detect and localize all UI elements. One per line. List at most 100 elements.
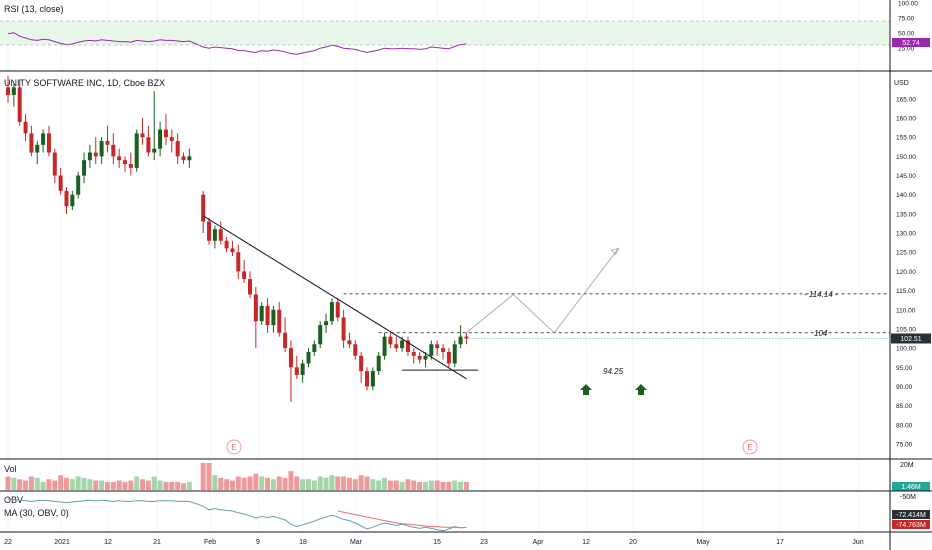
price-tick-11: 115.00 bbox=[896, 288, 916, 295]
volume-bar-8 bbox=[52, 480, 58, 490]
time-label-14: 17 bbox=[776, 539, 784, 546]
candle-body-19 bbox=[117, 156, 122, 161]
time-label-1: 2021 bbox=[54, 539, 70, 546]
rsi-band bbox=[0, 21, 890, 45]
volume-pane[interactable]: Vol 20M 1.46M bbox=[4, 462, 930, 491]
candle-body-15 bbox=[93, 152, 98, 157]
obv-ma-line bbox=[337, 510, 467, 529]
volume-bar-42 bbox=[259, 476, 265, 490]
price-tick-1: 165.00 bbox=[896, 96, 916, 103]
candles bbox=[6, 75, 469, 402]
rsi-pane[interactable]: RSI (13, close) 100.00 75.00 50.00 25.0052.… bbox=[0, 1, 930, 55]
price-tick-5: 145.00 bbox=[896, 173, 916, 180]
volume-bar-30 bbox=[181, 483, 186, 490]
candle-body-7 bbox=[46, 133, 51, 153]
candle-body-8 bbox=[52, 152, 57, 176]
volume-bar-24 bbox=[145, 480, 151, 490]
volume-bar-20 bbox=[122, 481, 128, 490]
volume-bar-46 bbox=[282, 477, 288, 490]
volume-bar-37 bbox=[229, 480, 235, 490]
volume-bar-28 bbox=[169, 481, 175, 490]
volume-bar-62 bbox=[376, 480, 382, 490]
candle-body-38 bbox=[236, 252, 241, 272]
volume-bar-21 bbox=[128, 480, 134, 490]
candle-body-21 bbox=[128, 164, 133, 168]
candle-body-67 bbox=[405, 340, 410, 352]
candle-body-44 bbox=[271, 309, 276, 326]
volume-bar-7 bbox=[46, 479, 52, 490]
earnings-marker-label-0: E bbox=[231, 443, 236, 452]
price-tick-13: 105.00 bbox=[896, 326, 916, 333]
obv-ma-tag-text: -74.763M bbox=[896, 522, 926, 529]
volume-tag: 1.46M bbox=[892, 482, 930, 491]
time-label-0: 22 bbox=[4, 539, 12, 546]
candle-body-66 bbox=[400, 340, 405, 349]
volume-bar-26 bbox=[157, 480, 163, 490]
candle-body-1 bbox=[11, 87, 16, 96]
support-label: 94.25 bbox=[603, 367, 624, 376]
candle-body-59 bbox=[359, 355, 364, 372]
volume-bar-55 bbox=[335, 476, 341, 490]
volume-bar-31 bbox=[186, 481, 192, 490]
volume-bar-75 bbox=[452, 480, 458, 490]
volume-bar-33 bbox=[206, 463, 212, 490]
volume-bar-39 bbox=[241, 477, 247, 490]
volume-bar-77 bbox=[463, 481, 469, 490]
time-label-2: 12 bbox=[104, 539, 112, 546]
volume-bar-22 bbox=[134, 476, 140, 490]
volume-bar-44 bbox=[270, 479, 276, 490]
obv-tag-bg bbox=[892, 510, 930, 519]
time-axis: 22 2021 12 21 Feb 9 18 Mar 15 23 Apr 12 20 May 17 Jun bbox=[4, 539, 864, 546]
candle-body-6 bbox=[41, 133, 46, 145]
volume-bar-63 bbox=[382, 477, 388, 490]
candle-body-46 bbox=[283, 332, 288, 349]
time-label-3: 21 bbox=[153, 539, 161, 546]
last-price-tag-bg bbox=[891, 333, 931, 344]
price-pane[interactable]: UNITY SOFTWARE INC, 1D, Cboe BZX USD 165… bbox=[4, 75, 931, 455]
volume-bar-38 bbox=[235, 476, 241, 490]
price-tick-8: 130.00 bbox=[896, 231, 916, 238]
time-label-8: 15 bbox=[433, 539, 441, 546]
candle-body-71 bbox=[429, 344, 434, 356]
volume-bar-15 bbox=[93, 480, 99, 490]
resistance-label: - 114.14 - bbox=[804, 290, 838, 299]
volume-bar-6 bbox=[40, 481, 46, 490]
candle-body-76 bbox=[458, 336, 463, 345]
volume-bar-72 bbox=[434, 480, 440, 490]
volume-bar-70 bbox=[423, 481, 428, 490]
candle-body-60 bbox=[365, 371, 369, 387]
candle-body-75 bbox=[452, 344, 457, 364]
volume-tag-text: 1.46M bbox=[901, 484, 921, 491]
volume-bar-50 bbox=[306, 479, 311, 490]
obv-pane[interactable]: OBV MA (30, OBV, 0) -50M -72.414M -74.76… bbox=[4, 494, 930, 532]
volume-bar-19 bbox=[116, 480, 122, 490]
candle-body-18 bbox=[111, 144, 116, 157]
candle-body-32 bbox=[201, 194, 206, 222]
time-label-13: May bbox=[696, 539, 710, 546]
candle-body-70 bbox=[423, 355, 428, 360]
candle-body-3 bbox=[23, 121, 28, 134]
price-tick-16: 90.00 bbox=[896, 384, 913, 391]
volume-bar-67 bbox=[405, 479, 411, 490]
candle-body-17 bbox=[105, 141, 110, 145]
time-label-15: Jun bbox=[852, 539, 863, 546]
volume-title: Vol bbox=[4, 464, 17, 474]
candle-body-41 bbox=[253, 294, 258, 322]
projection-arrowhead bbox=[610, 247, 620, 256]
candle-body-22 bbox=[134, 133, 139, 168]
candle-body-64 bbox=[388, 336, 393, 345]
candle-body-45 bbox=[277, 309, 282, 333]
volume-bar-32 bbox=[200, 463, 206, 490]
price-tick-12: 110.00 bbox=[896, 307, 916, 314]
price-tick-17: 85.00 bbox=[896, 403, 913, 410]
price-tick-4: 150.00 bbox=[896, 154, 916, 161]
projection-path bbox=[466, 248, 619, 334]
candle-body-9 bbox=[58, 175, 63, 191]
candle-body-4 bbox=[29, 133, 34, 153]
volume-bar-54 bbox=[329, 475, 335, 490]
price-tick-2: 160.00 bbox=[896, 116, 916, 123]
rsi-tick-0: 100.00 bbox=[898, 1, 918, 8]
obv-tick: -50M bbox=[900, 494, 916, 501]
